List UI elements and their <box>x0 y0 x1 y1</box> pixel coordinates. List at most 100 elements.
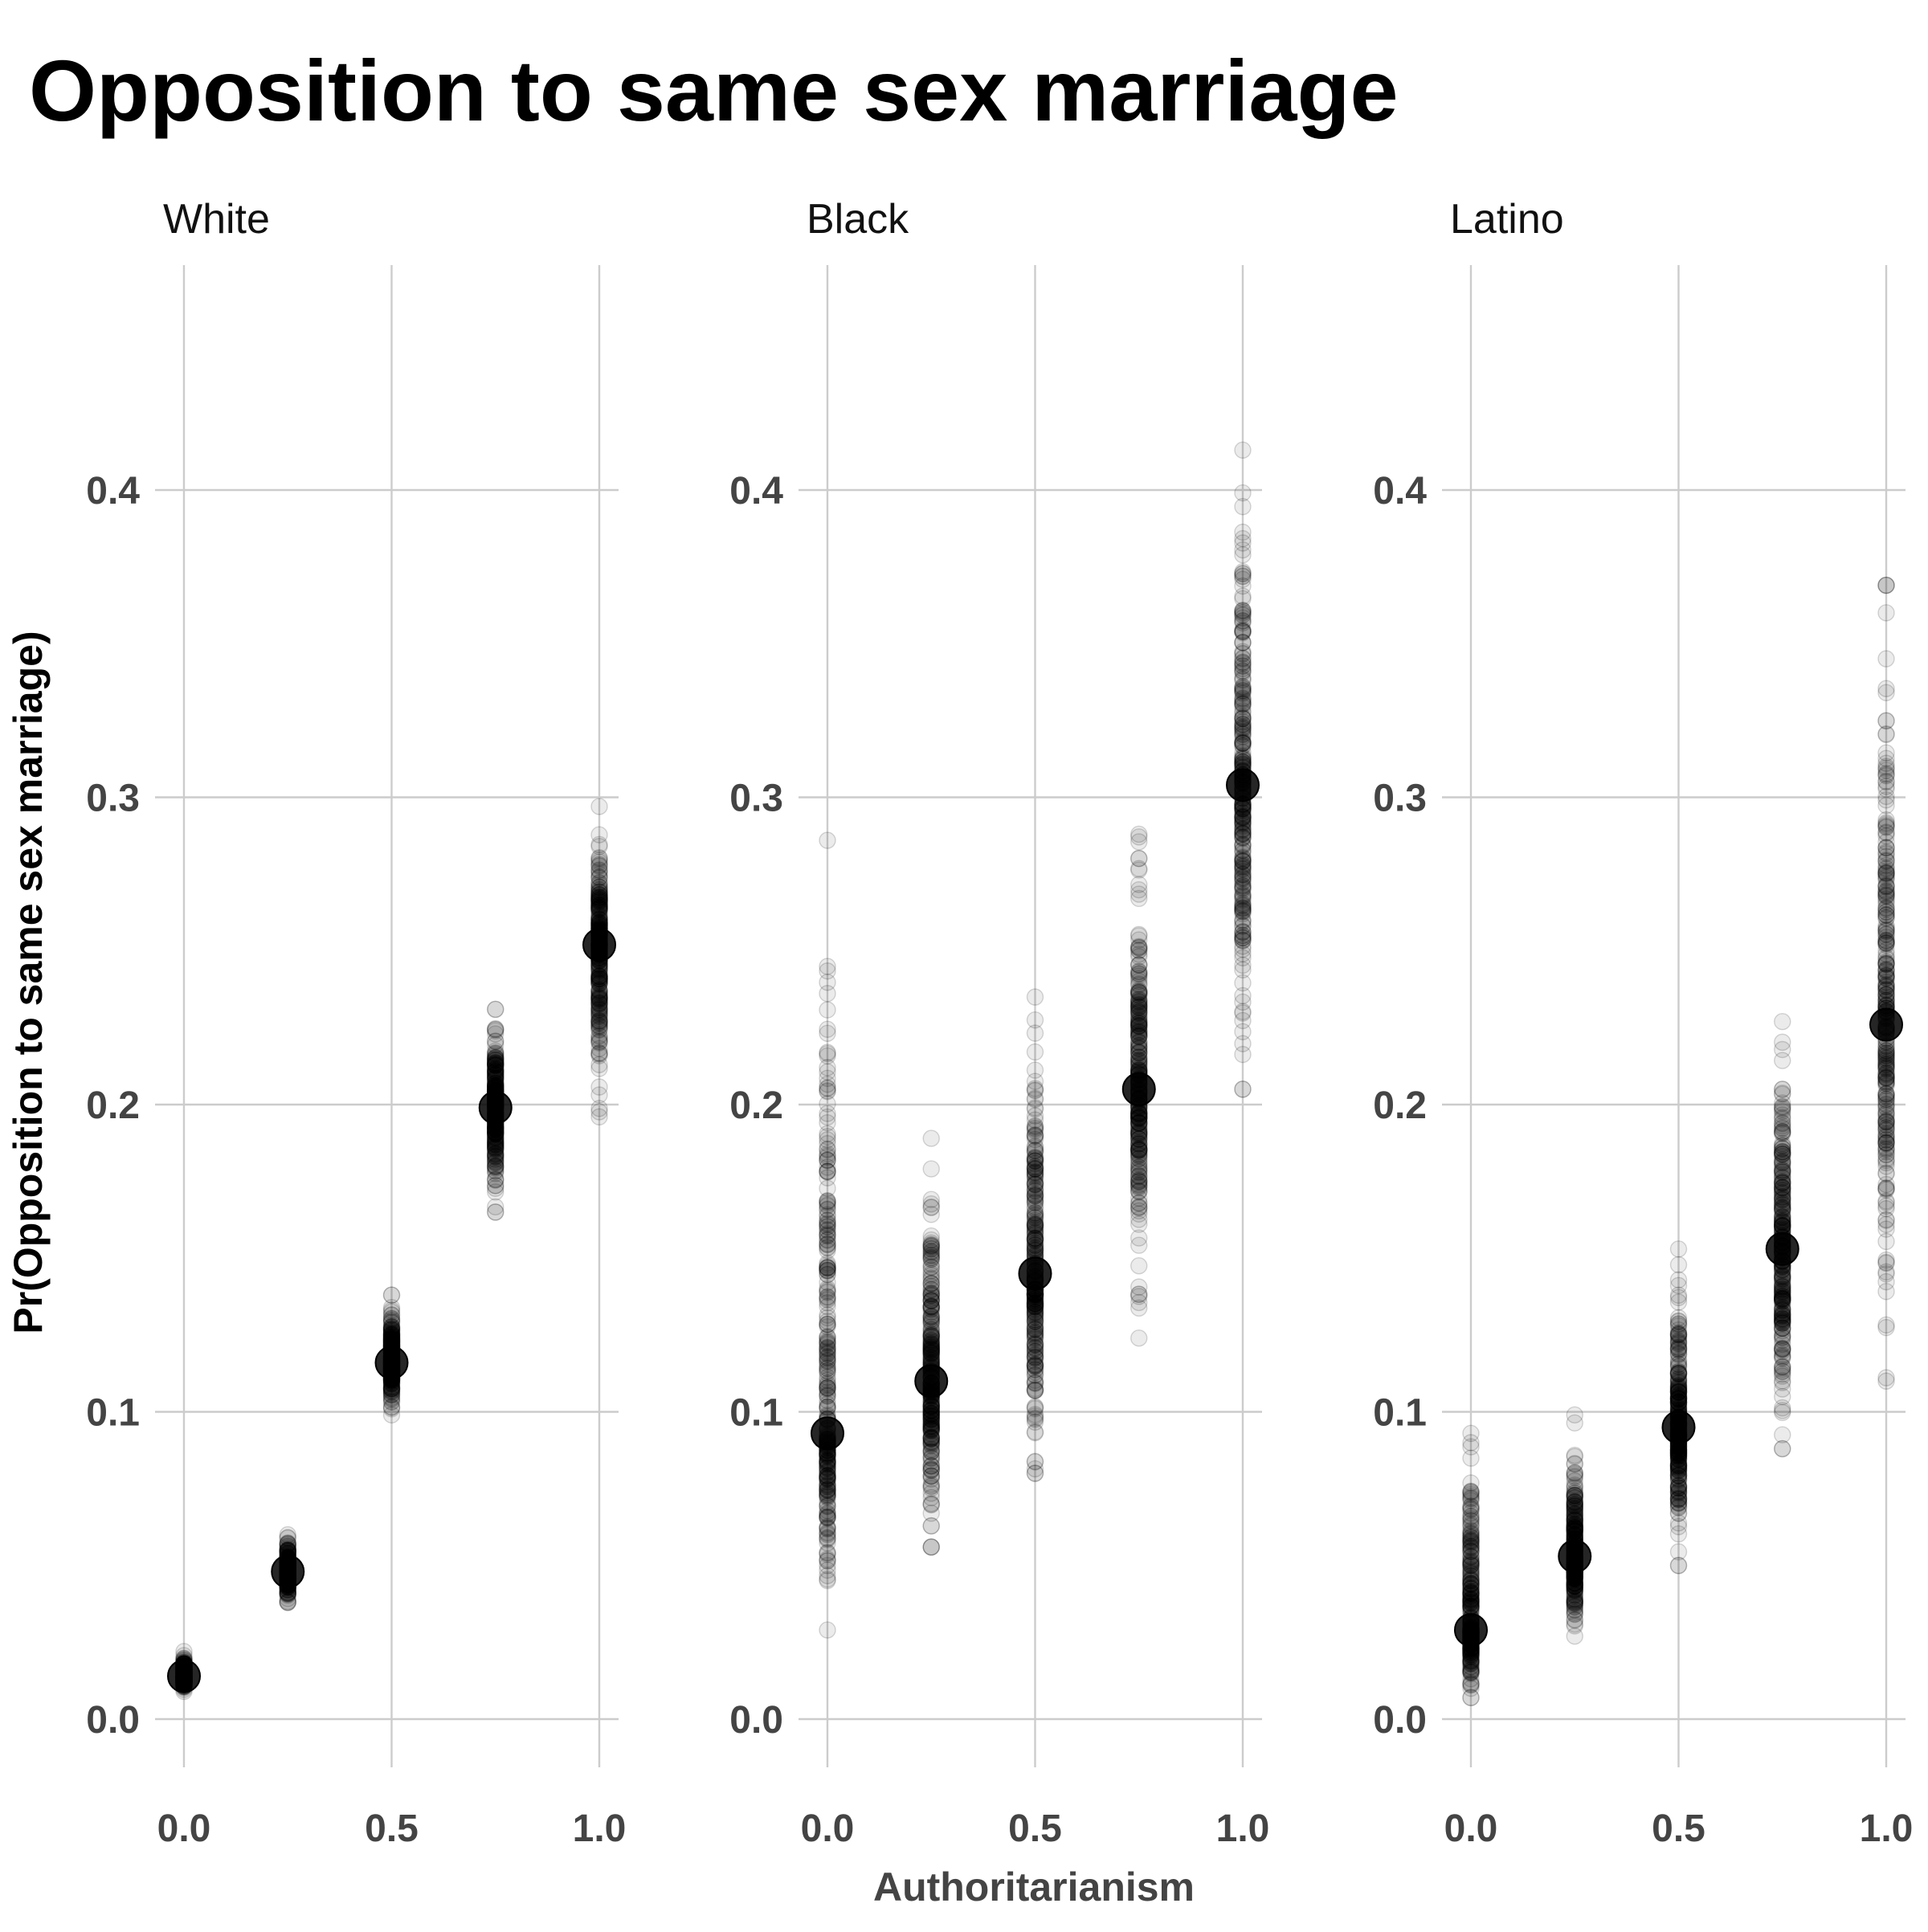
x-tick-label: 0.0 <box>1444 1807 1498 1850</box>
sim-draw-point <box>487 1171 504 1189</box>
sim-draw-point <box>382 1389 401 1407</box>
sim-draw-point <box>1877 1146 1895 1164</box>
sim-draw-point <box>1026 1043 1044 1061</box>
x-tick-label: 0.5 <box>1008 1807 1062 1850</box>
sim-draw-point <box>819 1561 836 1579</box>
y-tick-label: 0.0 <box>86 1699 140 1742</box>
sim-draw-point <box>1462 1529 1480 1546</box>
sim-draw-point <box>382 1286 401 1304</box>
sim-draw-point <box>1877 1215 1895 1234</box>
mean-point <box>811 1416 844 1451</box>
sim-draw-point <box>1877 1181 1895 1199</box>
sim-draw-point <box>1026 1126 1044 1144</box>
sim-draw-point <box>1234 818 1252 835</box>
sim-draw-point <box>1462 1689 1480 1706</box>
sim-draw-point <box>922 1191 940 1208</box>
sim-draw-point <box>922 1250 940 1268</box>
sim-draw-point <box>1234 852 1252 870</box>
x-axis-title: Authoritarianism <box>873 1865 1195 1910</box>
sim-draw-point <box>1669 1289 1688 1306</box>
sim-draw-point <box>819 1364 836 1383</box>
sim-draw-point <box>1130 1257 1148 1275</box>
sim-draw-point <box>1130 927 1148 945</box>
sim-draw-point <box>922 1407 940 1425</box>
sim-draw-point <box>819 1486 836 1504</box>
sim-draw-point <box>1877 1272 1895 1291</box>
sim-draw-point <box>1234 634 1252 651</box>
sim-draw-point <box>1566 1605 1583 1623</box>
sim-draw-point <box>1462 1474 1480 1492</box>
sim-draw-point <box>590 798 608 815</box>
mean-point <box>1765 1231 1799 1266</box>
mean-point <box>1121 1072 1156 1106</box>
sim-draw-point <box>922 1449 940 1467</box>
sim-draw-point <box>487 1000 504 1019</box>
sim-draw-point <box>922 1538 940 1556</box>
sim-draw-point <box>819 1196 836 1214</box>
sim-draw-point <box>1877 1369 1895 1387</box>
x-tick-label: 0.5 <box>365 1807 419 1850</box>
sim-draw-point <box>382 1303 401 1321</box>
sim-draw-point <box>487 1203 504 1221</box>
sim-draw-point <box>922 1129 940 1147</box>
sim-draw-point <box>1877 650 1895 668</box>
mean-point <box>167 1659 201 1693</box>
sim-draw-point <box>1234 838 1252 856</box>
y-tick-label: 0.2 <box>1373 1084 1427 1127</box>
sim-draw-point <box>279 1593 296 1611</box>
sim-draw-point <box>1877 1068 1895 1087</box>
y-tick-label: 0.2 <box>86 1084 140 1127</box>
sim-draw-point <box>819 1379 836 1397</box>
mean-point <box>1454 1613 1488 1648</box>
x-tick-label: 0.0 <box>801 1807 855 1850</box>
sim-draw-point <box>382 1379 401 1397</box>
sim-draw-point <box>819 1621 836 1639</box>
mean-point <box>271 1554 305 1589</box>
sim-draw-point <box>1877 918 1895 937</box>
sim-draw-point <box>1234 993 1252 1011</box>
sim-draw-point <box>1026 1230 1044 1248</box>
sim-draw-point <box>1877 969 1895 986</box>
sim-draw-point <box>1026 1398 1044 1415</box>
sim-draw-point <box>279 1593 296 1611</box>
sim-draw-point <box>1774 1052 1791 1069</box>
sim-draw-point <box>279 1526 296 1544</box>
sim-draw-point <box>819 1151 836 1169</box>
sim-draw-point <box>382 1398 401 1416</box>
y-tick-label: 0.1 <box>1373 1392 1427 1435</box>
sim-draw-point <box>382 1381 401 1399</box>
sim-draw-point <box>590 972 608 990</box>
sim-draw-point <box>1130 1236 1148 1254</box>
sim-draw-point <box>1669 1543 1688 1561</box>
sim-draw-point <box>819 1395 836 1413</box>
sim-draw-point <box>382 1321 401 1339</box>
sim-draw-point <box>382 1326 401 1344</box>
mean-point <box>374 1346 409 1380</box>
sim-draw-point <box>279 1534 296 1552</box>
sim-draw-point <box>1877 881 1895 900</box>
sim-draw-point <box>1877 684 1895 701</box>
mean-point <box>1558 1539 1592 1574</box>
sim-draw-point <box>1462 1591 1480 1609</box>
sim-draw-point <box>1774 1403 1791 1421</box>
sim-draw-point <box>1234 716 1252 733</box>
sim-draw-point <box>1462 1449 1480 1467</box>
sim-draw-point <box>1234 484 1252 502</box>
sim-draw-point <box>1234 668 1252 686</box>
sim-draw-point <box>1026 1198 1044 1215</box>
sim-draw-point <box>590 1015 608 1032</box>
sim-draw-point <box>382 1326 401 1345</box>
sim-draw-point <box>1669 1466 1688 1485</box>
sim-draw-point <box>279 1538 296 1555</box>
sim-draw-point <box>382 1382 401 1399</box>
sim-draw-point <box>590 1086 608 1104</box>
mean-point <box>1018 1256 1052 1291</box>
sim-draw-point <box>1774 1085 1791 1103</box>
mean-point <box>1226 768 1260 803</box>
y-tick-label: 0.3 <box>86 778 140 820</box>
sim-draw-point <box>590 1047 608 1064</box>
